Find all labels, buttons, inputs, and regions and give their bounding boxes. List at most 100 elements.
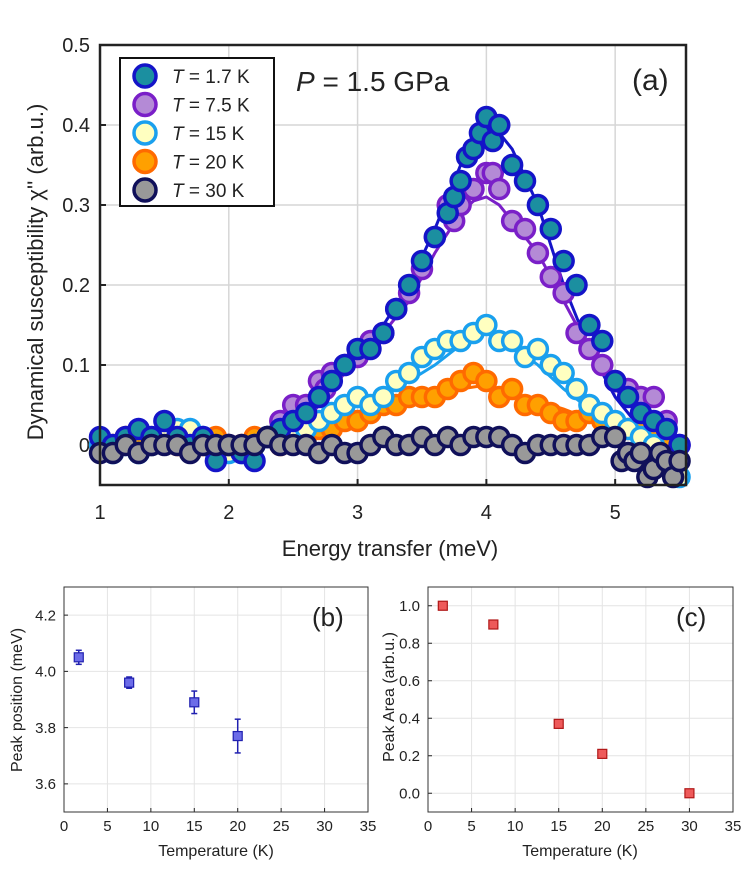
x-tick-label: 3 xyxy=(352,502,363,524)
data-point xyxy=(513,169,537,193)
y-tick-label: 4.0 xyxy=(35,664,56,681)
legend-entry-symbol: T xyxy=(172,153,185,174)
data-point xyxy=(320,369,344,393)
data-point xyxy=(488,113,511,137)
panel-b-ylabel: Peak position (meV) xyxy=(9,628,26,772)
plot-frame xyxy=(427,586,734,813)
panel-a-label: (a) xyxy=(632,64,669,97)
y-tick-label: 0.0 xyxy=(399,786,420,803)
data-point xyxy=(513,217,537,241)
panel-c-xlabel: Temperature (K) xyxy=(522,843,638,860)
x-tick-label: 0 xyxy=(60,818,68,835)
data-point xyxy=(475,313,498,337)
legend-entry: T = 1.7 K xyxy=(172,67,250,88)
x-tick-label: 15 xyxy=(186,818,203,835)
legend-entry-value: = 7.5 K xyxy=(184,96,250,117)
y-tick-label: 3.6 xyxy=(35,776,56,793)
y-tick-label: 0.4 xyxy=(399,711,420,728)
data-point xyxy=(552,361,575,385)
data-marker xyxy=(232,730,243,742)
data-point xyxy=(307,385,331,409)
legend-entry: T = 15 K xyxy=(172,124,245,145)
data-point xyxy=(552,249,575,273)
data-marker xyxy=(597,748,608,759)
data-marker xyxy=(553,718,564,729)
y-tick-label: 0.3 xyxy=(62,195,90,217)
x-tick-label: 5 xyxy=(467,818,475,835)
data-point xyxy=(603,425,627,449)
data-point xyxy=(397,361,421,385)
data-marker xyxy=(488,619,499,630)
x-tick-label: 5 xyxy=(103,818,111,835)
panel-b-label: (b) xyxy=(312,602,344,632)
x-tick-label: 2 xyxy=(223,502,234,524)
data-point xyxy=(372,385,395,409)
panel-c-peak-area: 0 5 10 15 20 25 30 35 0.0 0.2 0.4 0.6 0.8 1.0 xyxy=(399,586,742,835)
x-tick-label: 30 xyxy=(681,818,698,835)
legend-entry: T = 7.5 K xyxy=(172,96,250,117)
x-tick-label: 1 xyxy=(94,502,105,524)
legend-entry: T = 30 K xyxy=(172,181,245,202)
legend-entry-symbol: T xyxy=(172,67,185,88)
data-point xyxy=(668,449,691,473)
x-tick-label: 5 xyxy=(610,502,621,524)
x-tick-label: 0 xyxy=(424,818,432,835)
panel-a-ylabel: Dynamical susceptibility χ'' (arb.u.) xyxy=(23,104,48,441)
x-tick-label: 25 xyxy=(273,818,290,835)
panel-c-label: (c) xyxy=(676,602,706,632)
legend-entry-symbol: T xyxy=(172,124,185,145)
legend-marker xyxy=(132,91,158,118)
x-tick-label: 20 xyxy=(229,818,246,835)
plot-frame xyxy=(98,43,688,487)
data-point xyxy=(500,153,524,177)
y-tick-label: 1.0 xyxy=(399,598,420,615)
legend-entry: T = 20 K xyxy=(172,153,245,174)
y-tick-label: 3.8 xyxy=(35,720,56,737)
data-point xyxy=(539,217,563,241)
y-tick-label: 0.5 xyxy=(62,35,90,57)
data-point xyxy=(475,369,498,393)
x-tick-label: 20 xyxy=(594,818,611,835)
data-point xyxy=(526,337,550,361)
data-point xyxy=(565,377,588,401)
data-point xyxy=(500,377,524,401)
legend-entry-symbol: T xyxy=(172,181,185,202)
legend-entry-value: = 30 K xyxy=(184,181,245,202)
data-point xyxy=(488,177,511,201)
legend-entry-symbol: T xyxy=(172,96,185,117)
y-tick-label: 0.1 xyxy=(62,355,90,377)
data-point xyxy=(294,401,318,425)
legend: T = 1.7 KT = 7.5 KT = 15 KT = 20 KT = 30… xyxy=(119,57,275,207)
data-marker xyxy=(73,652,84,663)
x-tick-label: 10 xyxy=(143,818,160,835)
panel-a-energy-spectrum: 1 2 3 4 500.10.20.30.40.5T = 1.7 KT = 7.5 KT… xyxy=(62,35,691,524)
legend-marker xyxy=(132,63,158,89)
y-tick-label: 0.8 xyxy=(399,636,420,653)
data-point xyxy=(616,385,640,409)
legend-marker xyxy=(132,177,158,203)
panel-b-peak-position: 0 5 10 15 20 25 30 35 3.6 3.8 4.0 4.2 xyxy=(35,586,376,835)
legend-entry-value: = 15 K xyxy=(184,124,245,145)
x-tick-label: 4 xyxy=(481,502,492,524)
data-point xyxy=(578,313,601,337)
legend-marker xyxy=(132,148,158,175)
legend-entry-value: = 20 K xyxy=(184,153,245,174)
data-point xyxy=(384,297,408,321)
data-point xyxy=(410,249,434,273)
x-tick-label: 15 xyxy=(550,818,567,835)
legend-marker xyxy=(132,120,158,146)
data-point xyxy=(500,329,524,353)
pressure-annotation: P = 1.5 GPa xyxy=(296,66,450,97)
data-point xyxy=(372,321,395,345)
x-tick-label: 35 xyxy=(725,818,742,835)
data-point xyxy=(591,353,614,377)
data-point xyxy=(153,409,176,433)
data-point xyxy=(526,241,550,265)
plot-frame xyxy=(63,586,369,813)
y-tick-label: 4.2 xyxy=(35,607,56,624)
y-tick-label: 0.4 xyxy=(62,115,90,137)
data-marker xyxy=(684,788,695,799)
data-marker xyxy=(124,677,135,688)
data-point xyxy=(449,169,472,193)
data-point xyxy=(397,273,421,297)
